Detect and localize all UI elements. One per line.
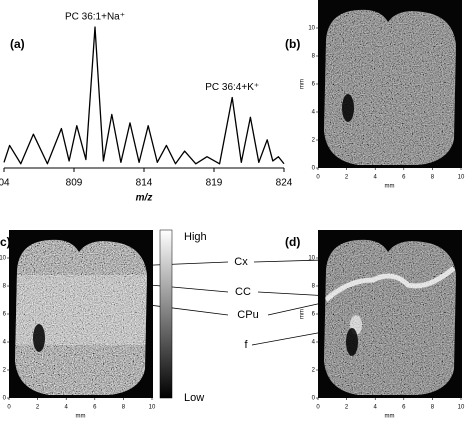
y-tick-label: 8	[3, 284, 7, 290]
x-tick-label: 0	[316, 405, 320, 411]
colorbar	[159, 229, 173, 399]
y-tick-label: 6	[312, 82, 316, 88]
x-tick-label: 2	[36, 405, 40, 411]
y-tick-label: 10	[308, 256, 315, 262]
y-axis-label: mm	[300, 79, 306, 89]
x-tick-label: 8	[431, 405, 435, 411]
x-tick-label: 10	[458, 175, 465, 181]
x-tick-label: 4	[65, 405, 69, 411]
x-axis-label: mm	[385, 414, 395, 420]
ms-image	[318, 230, 462, 398]
y-tick-label: 0	[312, 396, 316, 402]
ms-image	[318, 0, 462, 168]
ventricle	[33, 324, 45, 352]
structure-label: Cx	[234, 256, 248, 268]
x-tick-label: 8	[122, 405, 126, 411]
x-tick-label: 6	[402, 175, 406, 181]
x-tick-label: 809	[66, 178, 83, 189]
tissue	[324, 239, 456, 395]
x-tick-label: 0	[316, 175, 320, 181]
y-tick-label: 10	[0, 256, 7, 262]
panel-label: c)	[0, 235, 11, 249]
tissue-noise	[15, 239, 147, 395]
panel-label: (d)	[285, 235, 300, 249]
x-tick-label: 8	[431, 175, 435, 181]
x-tick-label: 0	[7, 405, 11, 411]
panel-label: (b)	[285, 37, 300, 51]
x-tick-label: 10	[149, 405, 156, 411]
y-tick-label: 4	[312, 340, 316, 346]
ventricle	[342, 94, 354, 122]
tissue	[324, 9, 456, 165]
colorbar-high: High	[184, 231, 207, 243]
y-axis-label: mm	[300, 309, 306, 319]
spectrum-line	[3, 26, 285, 165]
tissue	[15, 239, 147, 395]
x-tick-label: 6	[402, 405, 406, 411]
structure-label: CPu	[237, 309, 258, 321]
y-tick-label: 2	[3, 368, 7, 374]
y-tick-label: 0	[312, 166, 316, 172]
tissue-noise	[324, 9, 456, 165]
structure-label: f	[244, 339, 248, 351]
y-tick-label: 2	[312, 368, 316, 374]
y-tick-label: 2	[312, 138, 316, 144]
corpus-callosum	[324, 266, 456, 302]
x-tick-label: 2	[345, 405, 349, 411]
y-tick-label: 8	[312, 54, 316, 60]
ventricle	[346, 328, 358, 356]
x-tick-label: 4	[374, 175, 378, 181]
x-tick-label: 2	[345, 175, 349, 181]
x-tick-label: 814	[136, 178, 153, 189]
y-tick-label: 8	[312, 284, 316, 290]
bright-region	[15, 275, 147, 345]
y-tick-label: 6	[312, 312, 316, 318]
x-axis-label: m/z	[136, 193, 153, 204]
y-tick-label: 10	[308, 26, 315, 32]
x-axis-label: mm	[385, 184, 395, 190]
tissue-noise	[324, 239, 456, 395]
x-tick-label: 6	[93, 405, 97, 411]
y-tick-label: 6	[3, 312, 7, 318]
y-tick-label: 4	[3, 340, 7, 346]
x-tick-label: 10	[458, 405, 465, 411]
y-tick-label: 4	[312, 110, 316, 116]
x-axis-label: mm	[76, 414, 86, 420]
peak-annotation: PC 36:4+K⁺	[205, 82, 259, 93]
peak-annotation: PC 36:1+Na⁺	[65, 12, 125, 23]
ms-image	[9, 230, 153, 398]
colorbar-low: Low	[184, 392, 204, 404]
x-tick-label: 04	[0, 178, 10, 189]
x-tick-label: 819	[206, 178, 223, 189]
structure-label: CC	[235, 286, 251, 298]
x-tick-label: 824	[276, 178, 293, 189]
panel-label: (a)	[10, 37, 25, 51]
x-tick-label: 4	[374, 405, 378, 411]
y-tick-label: 0	[3, 396, 7, 402]
